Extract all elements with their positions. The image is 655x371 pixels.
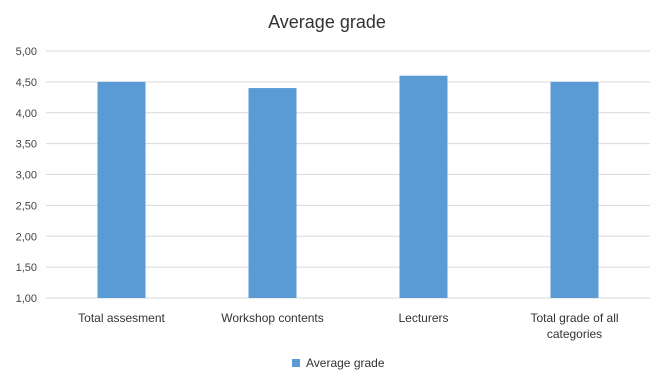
y-axis-labels: 1,00 1,50 2,00 2,50 3,00 3,50 4,00 4,50 5,00 — [16, 46, 37, 305]
bar — [249, 88, 297, 298]
y-tick-label: 4,50 — [16, 77, 37, 89]
y-tick-label: 2,00 — [16, 231, 37, 243]
x-category-label-line: Total assesment — [78, 311, 165, 325]
bar — [98, 82, 146, 298]
x-axis-labels: Total assesment Workshop contents Lecturer… — [78, 311, 618, 341]
x-category-label-line: Total grade of all — [530, 311, 618, 325]
x-category-label-line: categories — [547, 327, 602, 341]
y-tick-label: 3,50 — [16, 139, 37, 151]
y-tick-label: 1,00 — [16, 293, 37, 305]
bar — [400, 76, 448, 298]
y-tick-label: 3,00 — [16, 170, 37, 182]
x-category-label-line: Workshop contents — [221, 311, 324, 325]
legend-swatch — [292, 359, 300, 367]
x-category-label: Workshop contents — [221, 311, 324, 325]
y-tick-label: 4,00 — [16, 108, 37, 120]
chart-title: Average grade — [268, 12, 386, 32]
bars — [98, 76, 599, 298]
bar — [551, 82, 599, 298]
legend-label: Average grade — [306, 356, 385, 370]
y-tick-label: 1,50 — [16, 262, 37, 274]
y-tick-label: 5,00 — [16, 46, 37, 58]
y-tick-label: 2,50 — [16, 200, 37, 212]
x-category-label: Lecturers — [398, 311, 448, 325]
x-category-label: Total assesment — [78, 311, 165, 325]
x-category-label: Total grade of all categories — [530, 311, 618, 341]
x-category-label-line: Lecturers — [398, 311, 448, 325]
legend: Average grade — [292, 356, 385, 370]
